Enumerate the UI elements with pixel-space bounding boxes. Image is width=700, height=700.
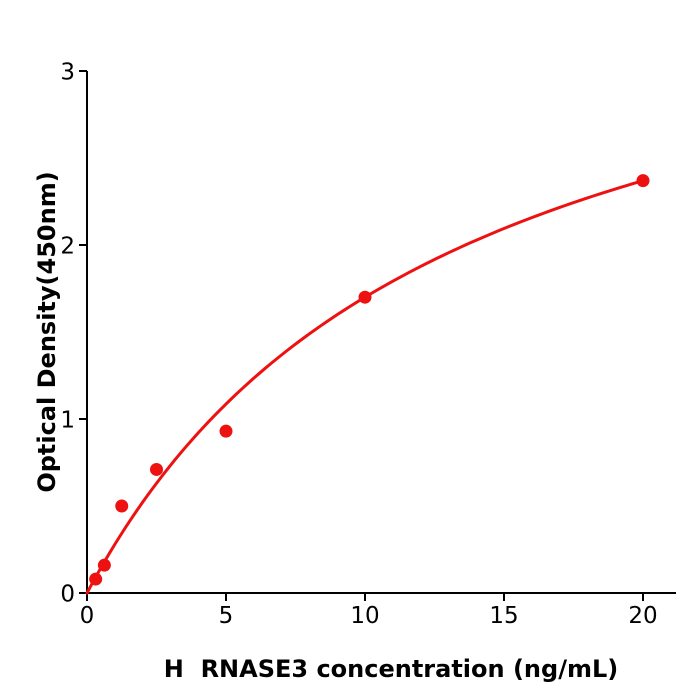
- data-point: [89, 572, 103, 586]
- data-point: [358, 290, 372, 304]
- data-point: [636, 174, 650, 188]
- x-axis-title: H RNASE3 concentration (ng/mL): [164, 655, 618, 683]
- y-tick-label: 1: [60, 408, 75, 434]
- x-tick-label: 20: [628, 603, 657, 629]
- x-tick-label: 10: [350, 603, 379, 629]
- data-points-layer: [89, 174, 650, 586]
- y-tick-label: 3: [60, 60, 75, 86]
- y-tick-label: 2: [60, 234, 75, 260]
- x-tick-label: 0: [80, 603, 95, 629]
- x-tick-label: 15: [489, 603, 518, 629]
- data-point: [219, 424, 233, 438]
- axes-layer: 0 5 10 15 20 0 1 2 3: [60, 60, 676, 629]
- x-tick-label: 5: [219, 603, 234, 629]
- data-point: [97, 558, 111, 572]
- data-point: [150, 462, 163, 476]
- y-tick-label: 0: [60, 582, 75, 608]
- y-axis-title: Optical Density(450nm): [33, 171, 61, 492]
- data-point: [115, 499, 129, 513]
- fit-curve: [85, 179, 645, 595]
- fit-curve-layer: [85, 179, 645, 595]
